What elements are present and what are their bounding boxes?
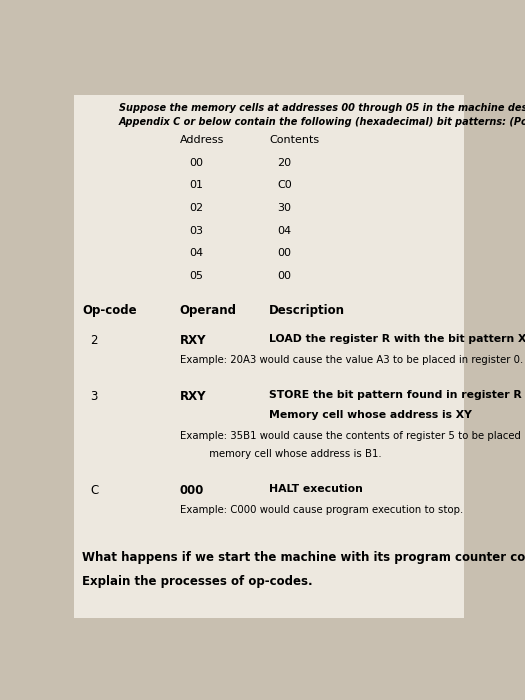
- Text: memory cell whose address is B1.: memory cell whose address is B1.: [180, 449, 381, 459]
- Text: Example: C000 would cause program execution to stop.: Example: C000 would cause program execut…: [180, 505, 463, 515]
- Text: 04: 04: [190, 248, 204, 258]
- Text: 2: 2: [90, 334, 98, 347]
- Text: 00: 00: [277, 271, 291, 281]
- Text: C: C: [90, 484, 98, 498]
- Text: 30: 30: [277, 203, 291, 213]
- Text: RXY: RXY: [180, 334, 206, 347]
- Text: 04: 04: [277, 226, 291, 236]
- FancyBboxPatch shape: [74, 94, 465, 617]
- Text: 00: 00: [190, 158, 204, 168]
- Text: Example: 20A3 would cause the value A3 to be placed in register 0.: Example: 20A3 would cause the value A3 t…: [180, 355, 523, 365]
- Text: 03: 03: [190, 226, 204, 236]
- Text: 01: 01: [190, 181, 204, 190]
- Text: C0: C0: [277, 181, 292, 190]
- Text: 000: 000: [180, 484, 204, 498]
- Text: STORE the bit pattern found in register R in the: STORE the bit pattern found in register …: [269, 390, 525, 400]
- Text: Explain the processes of op-codes.: Explain the processes of op-codes.: [82, 575, 312, 588]
- Text: Memory cell whose address is XY: Memory cell whose address is XY: [269, 410, 472, 420]
- Text: 00: 00: [277, 248, 291, 258]
- Text: Operand: Operand: [180, 304, 237, 318]
- Text: Example: 35B1 would cause the contents of register 5 to be placed in: Example: 35B1 would cause the contents o…: [180, 430, 525, 440]
- Text: Description: Description: [269, 304, 345, 318]
- Text: What happens if we start the machine with its program counter containing 0: What happens if we start the machine wit…: [82, 551, 525, 564]
- Text: LOAD the register R with the bit pattern XY: LOAD the register R with the bit pattern…: [269, 334, 525, 344]
- Text: 02: 02: [190, 203, 204, 213]
- Text: 05: 05: [190, 271, 204, 281]
- Text: Appendix C or below contain the following (hexadecimal) bit patterns: (Points 10: Appendix C or below contain the followin…: [119, 118, 525, 127]
- Text: 20: 20: [277, 158, 291, 168]
- Text: Op-code: Op-code: [82, 304, 136, 318]
- Text: HALT execution: HALT execution: [269, 484, 363, 494]
- Text: 3: 3: [90, 390, 98, 402]
- Text: Suppose the memory cells at addresses 00 through 05 in the machine described in: Suppose the memory cells at addresses 00…: [119, 103, 525, 113]
- Text: RXY: RXY: [180, 390, 206, 402]
- Text: Contents: Contents: [269, 135, 319, 145]
- Text: Address: Address: [180, 135, 224, 145]
